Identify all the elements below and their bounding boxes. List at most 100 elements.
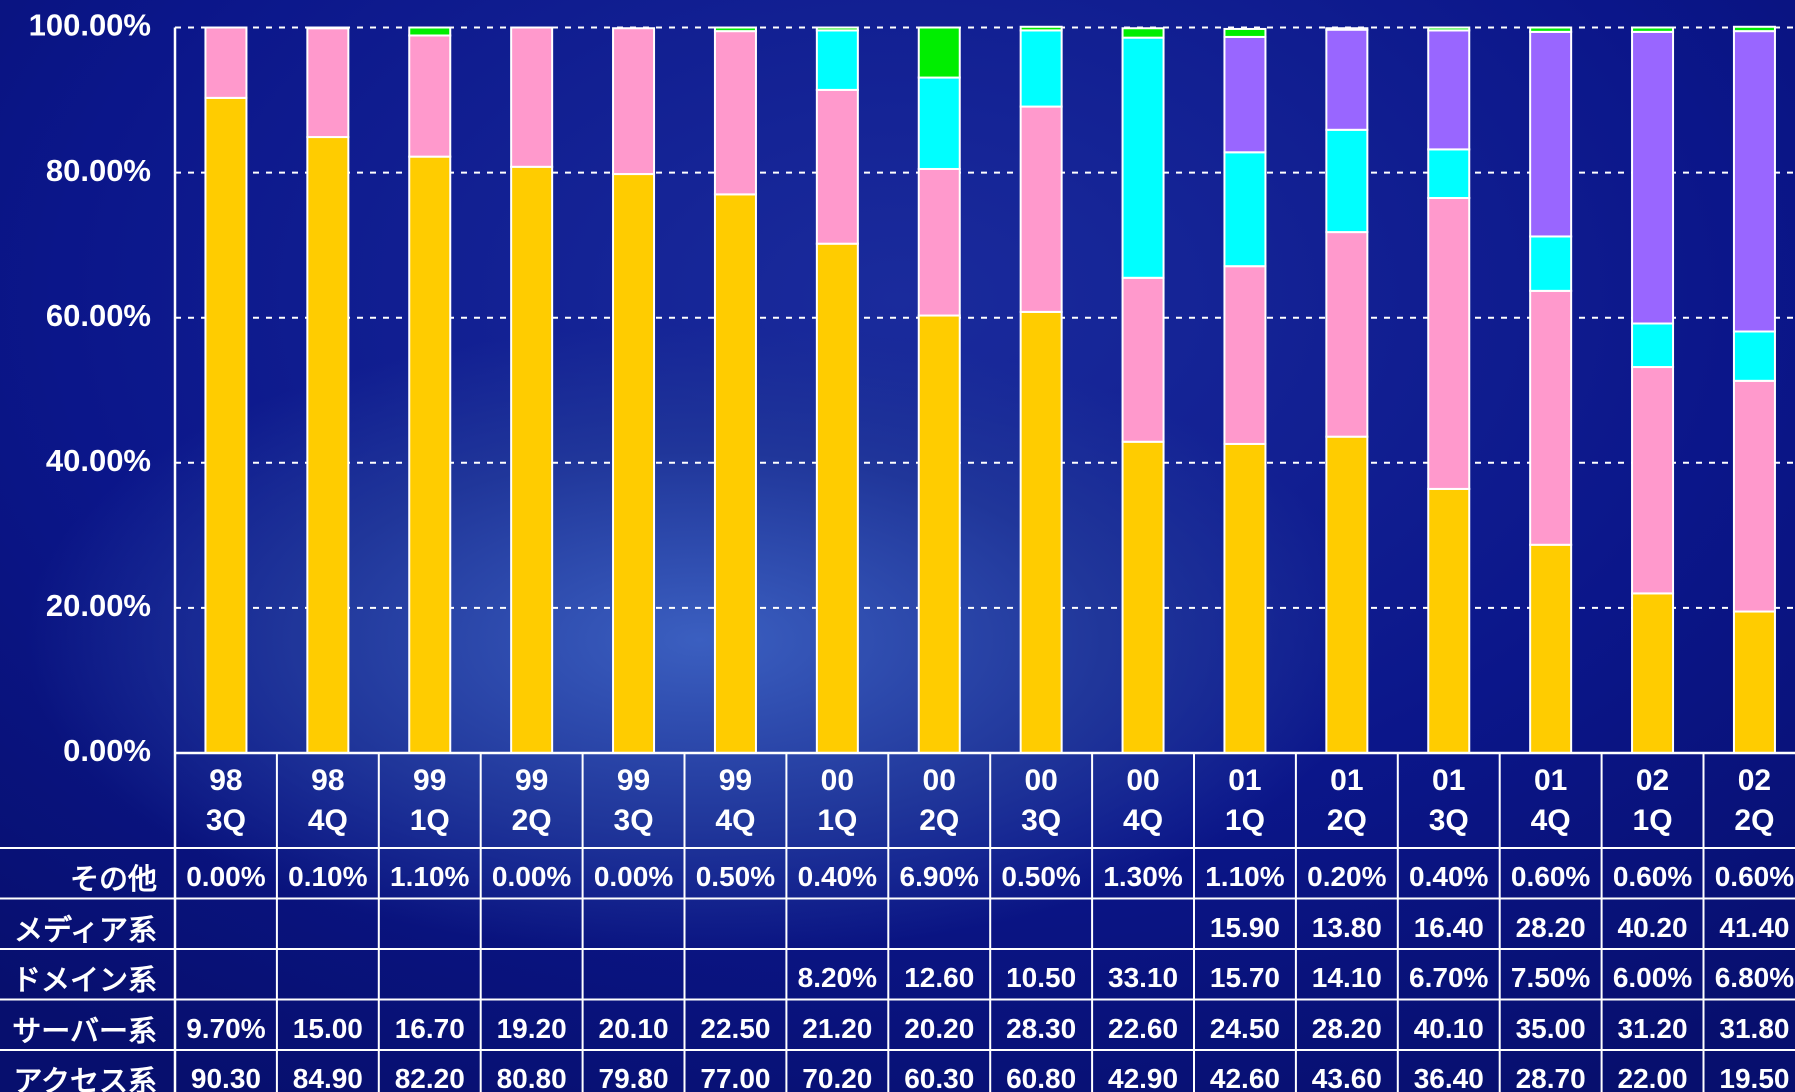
data-label: 42.90 [1092,1054,1194,1092]
data-label: 16.40 [1398,903,1500,954]
slide: 0.00%20.00%40.00%60.00%80.00%100.00% 98 … [0,0,1795,1092]
data-label: 6.70% [1398,953,1500,1004]
data-label: 0.60% [1602,852,1704,903]
bar-segment [1734,31,1775,331]
bar-segment [1326,30,1367,130]
data-label: 9.70% [175,1004,277,1055]
data-label: 20.20 [888,1004,990,1055]
data-label: 1.10% [1194,852,1296,903]
bar-segment [817,28,858,31]
data-label: 35.00 [1500,1004,1602,1055]
bar-segment [205,28,246,98]
bar-segment [817,30,858,89]
data-label: 31.80 [1704,1004,1795,1055]
x-tick-label: 99 4Q [685,753,787,848]
data-label: 82.20 [379,1054,481,1092]
data-label: 79.80 [583,1054,685,1092]
data-label: 24.50 [1194,1004,1296,1055]
bar-segment [919,316,960,753]
bar-segment [511,167,552,753]
data-label: 0.60% [1704,852,1795,903]
data-label: 84.90 [277,1054,379,1092]
data-label: 0.40% [786,852,888,903]
bar-segment [1224,37,1265,152]
row-label: その他 [70,856,157,898]
data-label: 40.10 [1398,1004,1500,1055]
data-label: 41.40 [1704,903,1795,954]
x-tick-label: 01 1Q [1194,753,1296,848]
bar-segment [1224,152,1265,266]
bar-segment [409,157,450,753]
bar-segment [1326,232,1367,437]
y-tick-label: 60.00% [46,298,151,333]
data-label: 0.10% [277,852,379,903]
bar-segment [1530,545,1571,753]
bar-segment [409,35,450,156]
bar-segment [1326,130,1367,232]
bar-segment [613,174,654,753]
data-label: 31.20 [1602,1004,1704,1055]
data-label: 0.50% [685,852,787,903]
bar-segment [307,28,348,29]
bar-segment [1632,324,1673,368]
bar-segment [1021,27,1062,31]
x-tick-label: 99 3Q [583,753,685,848]
bar-segment [205,98,246,753]
bar-segment [1632,367,1673,593]
bar-segment [1224,29,1265,37]
bar-segment [1632,28,1673,32]
bar-segment [1123,278,1164,442]
data-label: 0.00% [583,852,685,903]
data-label: 80.80 [481,1054,583,1092]
bar-segment [613,28,654,174]
bar-segment [1734,381,1775,612]
bar-segment [1021,312,1062,753]
x-tick-label: 01 4Q [1500,753,1602,848]
data-label: 28.70 [1500,1054,1602,1092]
data-label: 1.30% [1092,852,1194,903]
data-label: 22.60 [1092,1004,1194,1055]
bar-segment [1428,30,1469,149]
data-label: 0.00% [175,852,277,903]
data-label: 0.00% [481,852,583,903]
data-label: 28.20 [1296,1004,1398,1055]
data-label: 33.10 [1092,953,1194,1004]
bar-segment [1021,107,1062,312]
bar-segment [1734,331,1775,380]
data-label: 6.80% [1704,953,1795,1004]
bar-segment [1632,593,1673,753]
bar-segment [715,28,756,32]
row-label: サーバー系 [12,1008,157,1050]
bar-segment [1734,612,1775,753]
bar-segment [1123,28,1164,37]
data-label: 90.30 [175,1054,277,1092]
data-label: 22.00 [1602,1054,1704,1092]
bar-segment [1530,236,1571,290]
bar-segment [1224,444,1265,753]
data-label: 40.20 [1602,903,1704,954]
bar-segment [1734,27,1775,31]
x-tick-label: 99 2Q [481,753,583,848]
data-label: 0.40% [1398,852,1500,903]
bar-segment [1530,291,1571,545]
bar-segment [1326,437,1367,753]
data-label: 19.20 [481,1004,583,1055]
data-label: 15.90 [1194,903,1296,954]
data-label: 28.30 [990,1004,1092,1055]
x-tick-label: 02 2Q [1704,753,1795,848]
data-label: 0.20% [1296,852,1398,903]
bar-segment [1632,32,1673,324]
x-tick-label: 00 1Q [786,753,888,848]
data-label: 60.80 [990,1054,1092,1092]
data-label: 15.00 [277,1004,379,1055]
data-label: 13.80 [1296,903,1398,954]
row-label: アクセス系 [13,1058,157,1092]
bar-segment [1326,28,1367,29]
x-tick-label: 01 3Q [1398,753,1500,848]
row-label: メディア系 [14,907,157,949]
data-label: 20.10 [583,1004,685,1055]
bar-segment [919,28,960,78]
row-label: ドメイン系 [12,957,157,999]
bar-segment [1021,30,1062,106]
bar-segment [1428,149,1469,198]
